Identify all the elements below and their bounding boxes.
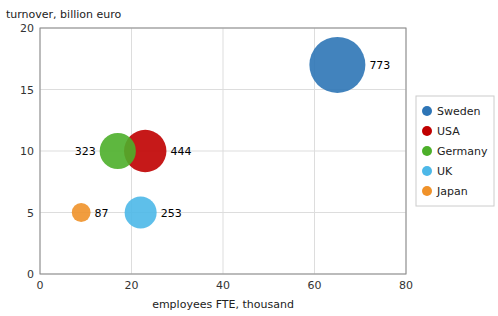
data-labels: 773 444 323 253 87 [75, 59, 391, 220]
legend-label: USA [437, 125, 460, 138]
tick-label: 20 [20, 22, 34, 35]
legend-box [416, 96, 494, 206]
tick-label: 40 [216, 279, 230, 292]
legend-label: Sweden [437, 105, 480, 118]
data-label: 773 [369, 59, 390, 72]
legend: Sweden USA Germany UK Japan [416, 96, 494, 206]
legend-marker [422, 126, 432, 136]
legend-marker [422, 186, 432, 196]
tick-label: 80 [399, 279, 413, 292]
legend-marker [422, 146, 432, 156]
tick-label: 60 [308, 279, 322, 292]
x-axis-label: employees FTE, thousand [152, 298, 294, 311]
tick-label: 10 [20, 145, 34, 158]
tick-label: 20 [125, 279, 139, 292]
data-label: 87 [95, 207, 109, 220]
tick-label: 5 [27, 207, 34, 220]
legend-label: UK [437, 165, 453, 178]
y-axis-label: turnover, billion euro [6, 8, 122, 21]
bubble [100, 133, 136, 169]
legend-label: Germany [437, 145, 488, 158]
bubble [125, 196, 157, 228]
tick-label: 0 [27, 268, 34, 281]
grid [40, 28, 406, 274]
legend-marker [422, 106, 432, 116]
data-label: 323 [75, 145, 96, 158]
legend-label: Japan [436, 185, 468, 198]
tick-label: 15 [20, 84, 34, 97]
data-label: 444 [170, 145, 191, 158]
data-label: 253 [161, 207, 182, 220]
legend-marker [422, 166, 432, 176]
bubble [309, 37, 365, 93]
chart: 0 20 40 60 80 0 5 10 15 20 employees FTE, thousand… [0, 0, 498, 316]
bubbles [72, 37, 366, 229]
bubble [72, 203, 91, 222]
tick-label: 0 [37, 279, 44, 292]
plot-frame [40, 28, 406, 274]
